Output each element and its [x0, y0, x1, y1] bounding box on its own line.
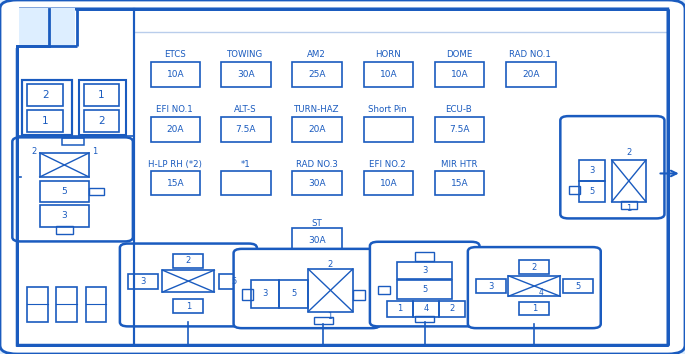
Text: 20A: 20A: [166, 125, 184, 134]
Text: 5: 5: [422, 285, 427, 294]
Text: DOME: DOME: [446, 50, 472, 59]
Bar: [435, 171, 484, 195]
Text: 4: 4: [538, 288, 544, 297]
Text: 3: 3: [589, 166, 595, 175]
Text: 30A: 30A: [237, 70, 255, 79]
Text: 3: 3: [140, 277, 146, 286]
Text: 3: 3: [262, 289, 268, 298]
Text: TURN-HAZ: TURN-HAZ: [294, 105, 339, 114]
Bar: [40, 153, 89, 177]
Text: 2: 2: [327, 260, 333, 269]
Text: 30A: 30A: [308, 178, 326, 188]
Bar: [128, 274, 158, 289]
Text: 1: 1: [186, 302, 191, 311]
FancyBboxPatch shape: [12, 137, 133, 241]
Text: 5: 5: [575, 281, 581, 291]
Text: MIR HTR: MIR HTR: [440, 160, 477, 169]
Text: RAD NO.1: RAD NO.1: [509, 50, 551, 59]
Text: ALT-S: ALT-S: [234, 105, 257, 114]
Bar: [364, 117, 413, 142]
Bar: [17, 8, 75, 46]
Bar: [27, 287, 48, 322]
Text: 2: 2: [532, 263, 537, 272]
Bar: [151, 62, 200, 87]
FancyBboxPatch shape: [560, 116, 664, 218]
Bar: [40, 181, 89, 202]
Text: AM2: AM2: [307, 50, 326, 59]
Bar: [221, 117, 271, 142]
Bar: [519, 260, 549, 274]
Text: 1: 1: [92, 147, 97, 156]
Bar: [86, 287, 106, 322]
Text: 4: 4: [423, 304, 429, 313]
Text: 20A: 20A: [308, 125, 326, 134]
Bar: [79, 80, 126, 135]
Bar: [519, 302, 549, 315]
Text: ETCS: ETCS: [164, 50, 186, 59]
Bar: [314, 317, 333, 324]
Bar: [27, 110, 63, 132]
Bar: [162, 270, 214, 292]
Text: *1: *1: [240, 160, 250, 169]
Bar: [56, 226, 73, 234]
Text: 5: 5: [231, 277, 236, 286]
Text: 1: 1: [397, 304, 403, 313]
Bar: [173, 254, 203, 268]
Text: 3: 3: [488, 281, 494, 291]
Bar: [40, 205, 89, 227]
Bar: [84, 84, 119, 106]
Bar: [506, 62, 556, 87]
Text: EFI NO.1: EFI NO.1: [156, 105, 193, 114]
Bar: [56, 287, 77, 322]
Bar: [292, 228, 342, 253]
Text: 2: 2: [626, 148, 632, 158]
Text: ECU-B: ECU-B: [445, 105, 473, 114]
Text: 1: 1: [98, 90, 105, 100]
Text: ST: ST: [311, 218, 322, 228]
Bar: [308, 269, 353, 312]
Bar: [22, 80, 72, 135]
Text: 30A: 30A: [308, 236, 326, 245]
FancyBboxPatch shape: [468, 247, 601, 328]
Bar: [387, 301, 413, 317]
Text: 2: 2: [32, 147, 37, 156]
Text: TOWING: TOWING: [227, 50, 263, 59]
Bar: [292, 62, 342, 87]
FancyBboxPatch shape: [120, 244, 257, 326]
Text: 10A: 10A: [379, 178, 397, 188]
Bar: [508, 276, 560, 296]
FancyBboxPatch shape: [370, 242, 480, 326]
Text: 15A: 15A: [451, 178, 469, 188]
Text: 7.5A: 7.5A: [236, 125, 256, 134]
Bar: [251, 280, 279, 308]
Bar: [435, 62, 484, 87]
Text: RAD NO.3: RAD NO.3: [295, 160, 338, 169]
Bar: [279, 280, 308, 308]
Bar: [242, 289, 253, 300]
Bar: [84, 110, 119, 132]
Bar: [219, 274, 249, 289]
Bar: [435, 117, 484, 142]
Bar: [378, 286, 390, 294]
Bar: [415, 316, 434, 322]
Text: 2: 2: [42, 90, 49, 100]
Bar: [292, 171, 342, 195]
Bar: [364, 62, 413, 87]
Text: 1: 1: [532, 304, 537, 313]
Text: 10A: 10A: [451, 70, 469, 79]
Text: 20A: 20A: [522, 70, 540, 79]
Text: Short Pin: Short Pin: [369, 105, 407, 114]
Bar: [439, 301, 465, 317]
Bar: [27, 84, 63, 106]
Bar: [221, 62, 271, 87]
Bar: [563, 279, 593, 293]
Text: 5: 5: [291, 289, 297, 298]
Bar: [89, 188, 104, 195]
Text: 5: 5: [589, 187, 595, 196]
Text: 10A: 10A: [379, 70, 397, 79]
Bar: [569, 186, 580, 194]
Bar: [17, 9, 75, 46]
Text: 2: 2: [98, 116, 105, 126]
Text: 10A: 10A: [166, 70, 184, 79]
